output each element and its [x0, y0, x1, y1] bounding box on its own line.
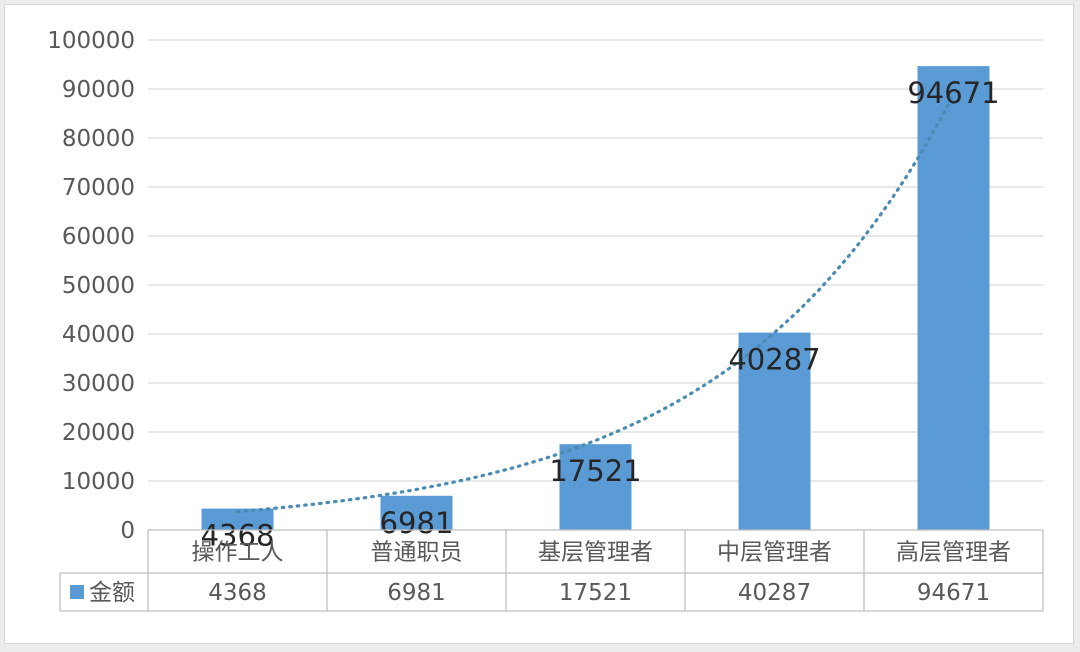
data-label: 17521: [549, 454, 641, 488]
y-tick-label: 10000: [62, 469, 135, 495]
bar-5: [917, 66, 990, 531]
y-axis-tick-labels: 0 10000 20000 30000 40000 50000 60000 70000 8000…: [47, 28, 135, 544]
legend-series-name: 金额: [89, 580, 135, 606]
bar-1: [201, 508, 274, 530]
y-tick-label: 80000: [62, 126, 135, 152]
category-label: 操作工人: [192, 540, 284, 566]
data-label: 94671: [907, 76, 999, 110]
trendline: [235, 93, 956, 514]
y-tick-label: 90000: [62, 77, 135, 103]
y-tick-label: 0: [120, 518, 135, 544]
data-labels: 4368 6981 17521 40287 94671: [201, 76, 1000, 552]
data-table: 操作工人 普通职员 基层管理者 中层管理者 高层管理者 4368 6981 17521 4028…: [59, 529, 1044, 612]
category-label: 高层管理者: [896, 540, 1011, 566]
table-value: 94671: [917, 580, 990, 606]
bars: [201, 66, 990, 531]
legend-swatch: [70, 585, 84, 599]
category-label: 中层管理者: [717, 540, 832, 566]
table-value: 6981: [387, 580, 446, 606]
data-label: 6981: [380, 506, 454, 540]
bar-chart: 0 10000 20000 30000 40000 50000 60000 70000 8000…: [47, 28, 1044, 612]
y-tick-label: 100000: [47, 28, 135, 54]
y-tick-label: 60000: [62, 224, 135, 250]
gridlines: [148, 39, 1043, 482]
table-value: 4368: [208, 580, 267, 606]
y-tick-label: 70000: [62, 175, 135, 201]
table-value: 40287: [738, 580, 811, 606]
data-label: 4368: [201, 519, 275, 553]
table-value: 17521: [559, 580, 632, 606]
category-label: 基层管理者: [538, 540, 653, 566]
bar-4: [738, 332, 811, 530]
data-label: 40287: [728, 343, 820, 377]
y-tick-label: 40000: [62, 322, 135, 348]
bar-3: [559, 444, 632, 530]
chart-card: 0 10000 20000 30000 40000 50000 60000 70000 8000…: [4, 4, 1074, 644]
y-tick-label: 20000: [62, 420, 135, 446]
bar-2: [380, 495, 453, 530]
y-tick-label: 50000: [62, 273, 135, 299]
category-label: 普通职员: [371, 540, 463, 566]
exponential-trendline: [235, 93, 956, 514]
y-tick-label: 30000: [62, 371, 135, 397]
